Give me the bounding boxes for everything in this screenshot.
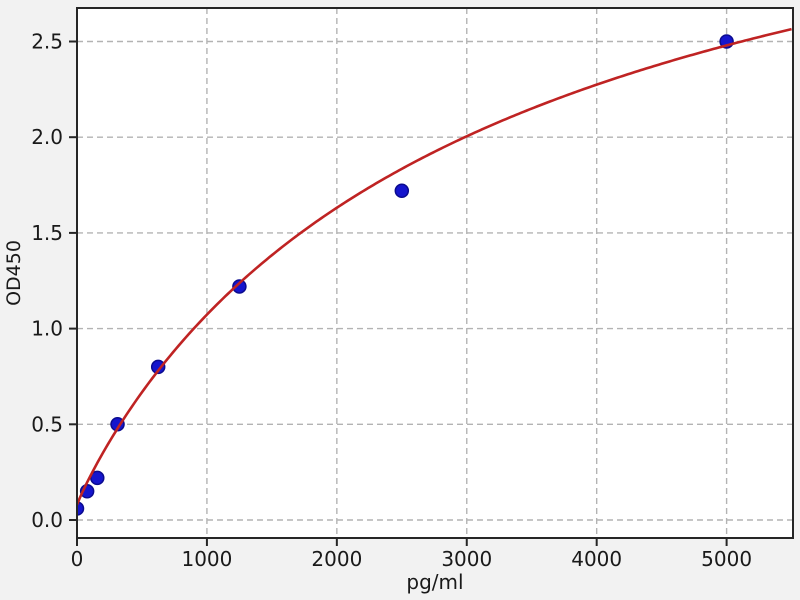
data-point	[77, 501, 85, 516]
y-tick-label: 2.0	[31, 125, 63, 149]
data-point	[150, 359, 166, 375]
data-point	[232, 279, 247, 294]
fit-curve	[77, 27, 792, 506]
x-axis-label: pg/ml	[406, 570, 464, 594]
x-tick-label: 2000	[311, 547, 362, 571]
data-point	[394, 183, 410, 199]
plot-border	[76, 7, 794, 539]
y-tick-label: 1.5	[31, 221, 63, 245]
y-tick-label: 2.5	[31, 29, 63, 53]
x-tick-label: 3000	[441, 547, 492, 571]
y-tick-label: 1.0	[31, 317, 63, 341]
x-tick-label: 4000	[571, 547, 622, 571]
x-tick-label: 1000	[181, 547, 232, 571]
y-tick-label: 0.0	[31, 508, 63, 532]
plot-background	[77, 8, 793, 538]
x-tick-label: 5000	[701, 547, 752, 571]
data-layer	[77, 27, 792, 516]
x-tick-label: 0	[71, 547, 84, 571]
y-axis-label: OD450	[3, 240, 25, 306]
y-tick-label: 0.5	[31, 412, 63, 436]
